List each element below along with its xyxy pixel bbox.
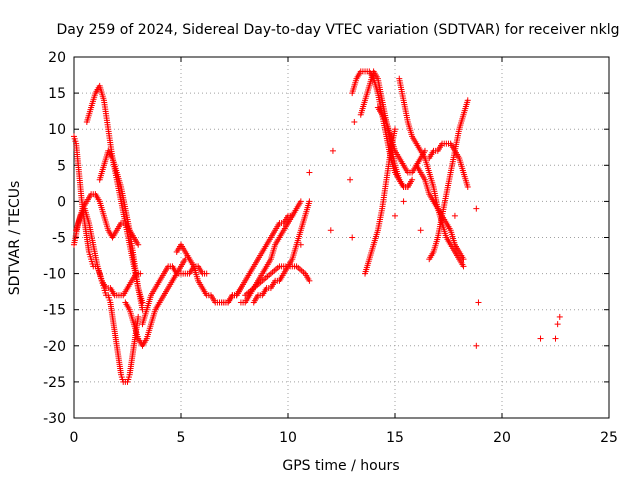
- x-tick-label: 20: [493, 430, 511, 446]
- data-point: [417, 227, 424, 234]
- data-point: [306, 198, 313, 205]
- data-point: [473, 342, 480, 349]
- data-point: [464, 97, 471, 104]
- data-point: [306, 277, 313, 284]
- data-point: [404, 183, 411, 190]
- data-point: [139, 299, 146, 306]
- y-tick-label: -15: [43, 303, 66, 319]
- y-tick-label: -10: [43, 267, 66, 283]
- y-tick-label: 5: [57, 158, 66, 174]
- x-tick-label: 5: [177, 430, 186, 446]
- data-point: [473, 205, 480, 212]
- data-point: [464, 183, 471, 190]
- x-tick-label: 25: [600, 430, 618, 446]
- data-point: [135, 313, 142, 320]
- y-tick-label: -25: [43, 375, 66, 391]
- data-point: [351, 118, 358, 125]
- data-point: [556, 313, 563, 320]
- data-point: [409, 176, 416, 183]
- y-tick-label: 15: [48, 86, 66, 102]
- y-tick-label: -5: [52, 231, 66, 247]
- y-tick-label: 0: [57, 194, 66, 210]
- y-tick-label: 10: [48, 122, 66, 138]
- y-tick-label: -30: [43, 411, 66, 427]
- grid-lines: [74, 57, 609, 418]
- x-tick-label: 10: [279, 430, 297, 446]
- data-point: [400, 198, 407, 205]
- data-point: [203, 270, 210, 277]
- data-point: [306, 169, 313, 176]
- data-point: [460, 263, 467, 270]
- y-axis-label: SDTVAR / TECUs: [7, 181, 23, 296]
- data-point: [297, 241, 304, 248]
- data-point: [475, 299, 482, 306]
- data-point: [451, 212, 458, 219]
- data-point: [554, 321, 561, 328]
- data-point: [537, 335, 544, 342]
- data-point: [327, 227, 334, 234]
- data-point: [329, 147, 336, 154]
- x-tick-label: 15: [386, 430, 404, 446]
- data-point: [135, 241, 142, 248]
- data-point: [137, 270, 144, 277]
- y-tick-label: 20: [48, 50, 66, 66]
- data-point: [392, 126, 398, 133]
- data-marks: [71, 68, 563, 385]
- data-point: [297, 198, 304, 205]
- axis-ticks: 0 5 10 15 20 25 -30 -25 -20 -15 -10 -5 0 5 10 15 20: [43, 50, 618, 446]
- data-point: [349, 234, 356, 241]
- data-point: [392, 212, 398, 219]
- x-tick-label: 0: [70, 430, 79, 446]
- chart-title: Day 259 of 2024, Sidereal Day-to-day VTE…: [57, 22, 620, 38]
- data-point: [552, 335, 559, 342]
- y-tick-label: -20: [43, 339, 66, 355]
- x-axis-label: GPS time / hours: [282, 458, 399, 474]
- data-point: [347, 176, 354, 183]
- data-point: [460, 256, 467, 263]
